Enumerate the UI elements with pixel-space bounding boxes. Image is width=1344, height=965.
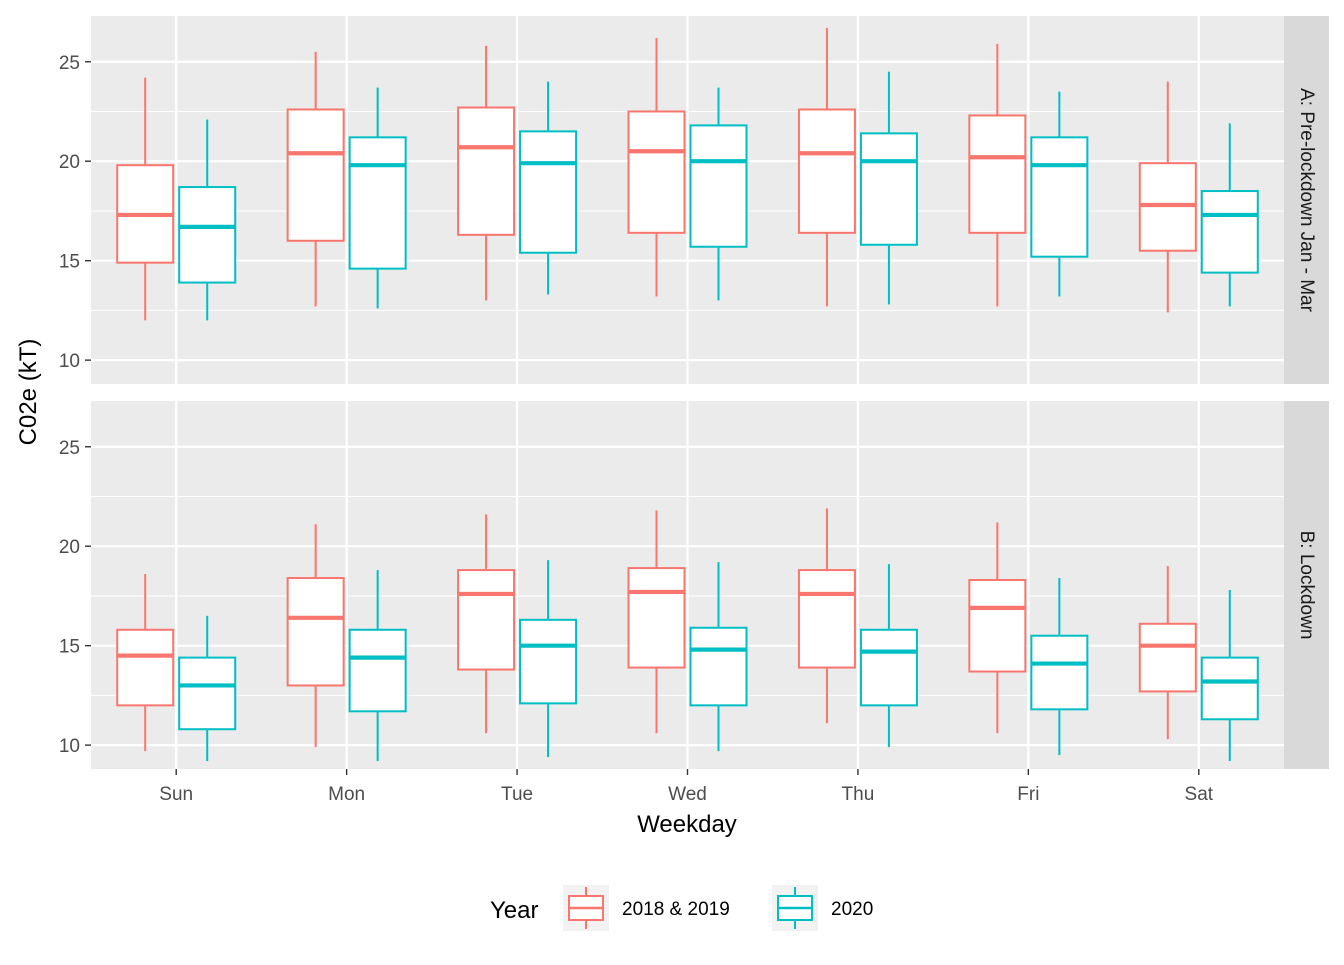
box-thu	[797, 508, 856, 724]
facet-panel: 10 15 20 25 B: Lockdown	[59, 401, 1329, 769]
y-tick-label: 20	[59, 537, 80, 558]
box-wed	[627, 37, 686, 297]
box-body	[859, 132, 918, 246]
box-body	[627, 110, 686, 234]
legend-title: Year	[490, 897, 539, 924]
legend-label: 2020	[831, 899, 873, 920]
box-body	[348, 136, 407, 270]
box-body	[797, 108, 856, 234]
x-tick-label: Tue	[501, 784, 533, 805]
facet-strip-label: B: Lockdown	[1296, 531, 1317, 640]
box-body	[178, 656, 237, 731]
facet-strip	[1284, 16, 1329, 384]
box-body	[1200, 656, 1259, 721]
box-thu	[797, 27, 856, 307]
box-sun	[178, 119, 237, 321]
box-mon	[286, 524, 345, 748]
box-sun	[116, 77, 175, 321]
box-body	[859, 628, 918, 707]
box-body	[286, 108, 345, 242]
box-body	[1200, 190, 1259, 274]
box-sun	[116, 574, 175, 752]
x-tick-label: Wed	[668, 784, 707, 805]
box-body	[286, 577, 345, 687]
box-sat	[1138, 566, 1197, 740]
box-mon	[348, 87, 407, 309]
y-tick-label: 15	[59, 637, 80, 658]
legend-label: 2018 & 2019	[622, 899, 730, 920]
x-axis-label: Weekday	[637, 811, 737, 838]
box-body	[968, 579, 1027, 673]
x-axis: Sun Mon Tue Wed Thu Fri Sat	[159, 769, 1214, 805]
y-tick-label: 10	[59, 736, 80, 757]
box-fri	[1030, 91, 1089, 297]
box-tue	[519, 81, 578, 295]
box-tue	[519, 560, 578, 758]
y-axis-label: C02e (kT)	[15, 339, 42, 446]
box-sun	[178, 615, 237, 762]
x-tick-label: Fri	[1017, 784, 1039, 805]
box-body	[178, 186, 237, 284]
box-body	[689, 626, 748, 707]
box-thu	[859, 71, 918, 305]
y-tick-label: 20	[59, 152, 80, 173]
box-tue	[457, 514, 516, 734]
x-tick-label: Sun	[159, 784, 193, 805]
box-sat	[1200, 123, 1259, 307]
box-body	[627, 567, 686, 669]
box-body	[116, 628, 175, 707]
box-wed	[627, 510, 686, 734]
legend-item: 2020	[772, 885, 873, 931]
box-body	[1030, 136, 1089, 258]
y-tick-label: 10	[59, 351, 80, 372]
box-sat	[1138, 81, 1197, 313]
x-tick-label: Sat	[1185, 784, 1214, 805]
box-body	[689, 124, 748, 248]
box-body	[457, 106, 516, 236]
box-body	[797, 569, 856, 669]
legend: Year 2018 & 2019 2020	[490, 885, 873, 931]
box-wed	[689, 562, 748, 752]
box-mon	[286, 51, 345, 307]
box-body	[457, 569, 516, 671]
x-tick-label: Mon	[328, 784, 365, 805]
legend-item: 2018 & 2019	[563, 885, 730, 931]
box-body	[968, 114, 1027, 234]
facet-panel: 10 15 20 25 A: Pre-lockdown Jan - Mar	[59, 16, 1329, 384]
y-tick-label: 25	[59, 438, 80, 459]
box-body	[519, 130, 578, 254]
box-sat	[1200, 589, 1259, 762]
box-body	[1138, 622, 1197, 693]
box-mon	[348, 570, 407, 762]
y-tick-label: 15	[59, 252, 80, 273]
x-tick-label: Thu	[842, 784, 875, 805]
box-fri	[968, 43, 1027, 307]
box-body	[1030, 634, 1089, 711]
box-fri	[1030, 578, 1089, 756]
box-wed	[689, 87, 748, 301]
box-thu	[859, 564, 918, 748]
box-fri	[968, 522, 1027, 734]
box-tue	[457, 45, 516, 301]
y-tick-label: 25	[59, 53, 80, 74]
box-body	[519, 618, 578, 705]
facet-strip-label: A: Pre-lockdown Jan - Mar	[1296, 88, 1317, 313]
box-body	[348, 628, 407, 713]
facet-strip	[1284, 401, 1329, 769]
